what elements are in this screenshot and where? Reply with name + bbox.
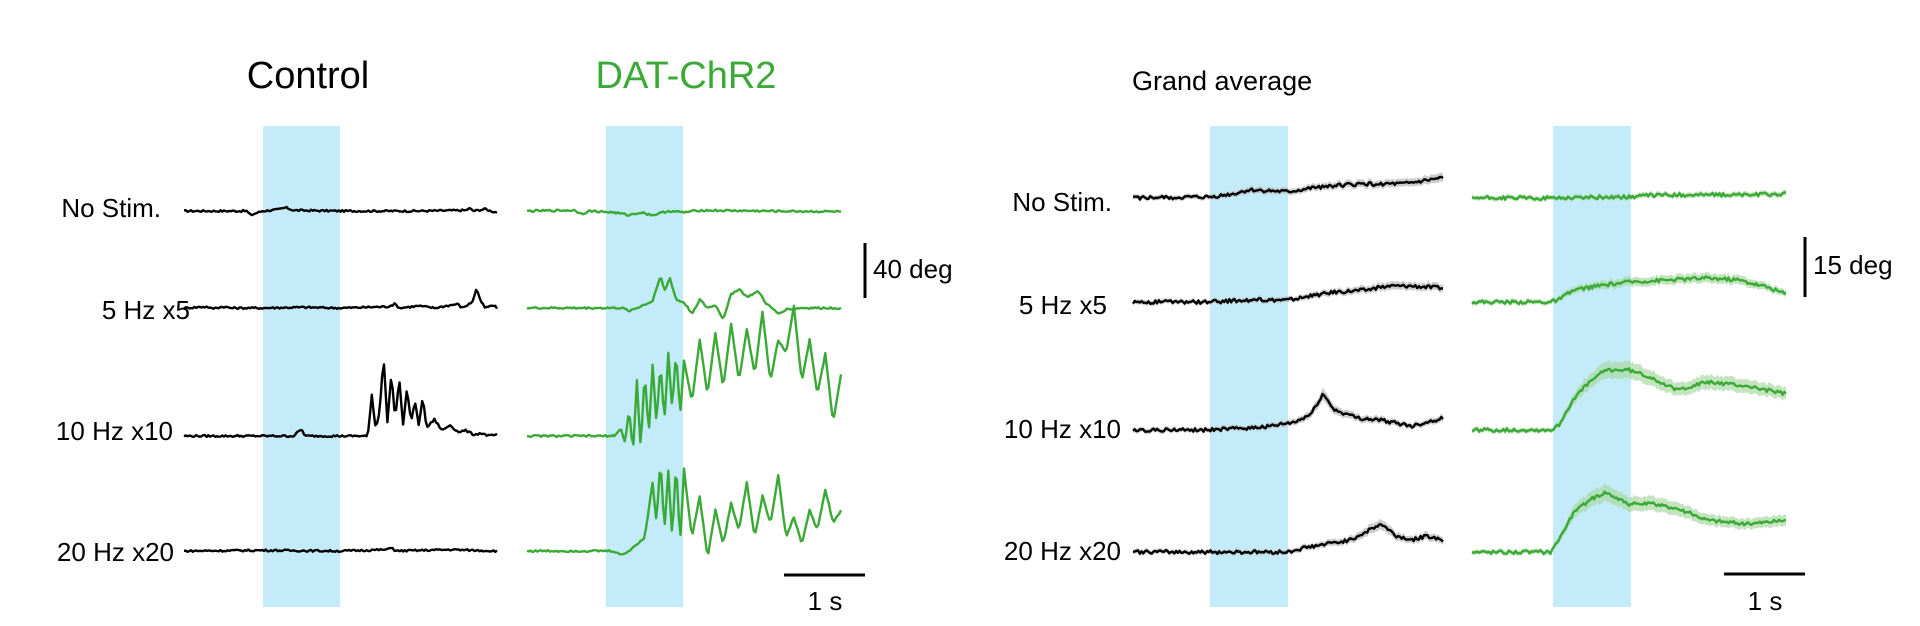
- error-band-right-5: [1472, 271, 1786, 307]
- panel-b-scalebars: 15 deg 1 s: [1724, 237, 1893, 616]
- trace-right-control-0: [1132, 175, 1444, 201]
- trace-right-control-1: [1131, 283, 1444, 305]
- trace-left-control-3: [183, 546, 498, 554]
- error-band-right-7: [1472, 483, 1786, 557]
- trace-left-dat-chr2-5: [526, 277, 842, 320]
- panel-b-row-labels: No Stim. 5 Hz x5 10 Hz x10 20 Hz x20: [1004, 187, 1121, 566]
- trace-right-dat-chr2-6: [1471, 367, 1787, 433]
- row-label-5hz: 5 Hz x5: [102, 295, 190, 325]
- trace-left-control-0: [183, 205, 498, 217]
- row-label-b-10hz: 10 Hz x10: [1004, 414, 1121, 444]
- scalebar-a-y-label: 40 deg: [873, 254, 953, 284]
- trace-left-control-2: [183, 363, 498, 439]
- trace-right-control-2: [1132, 392, 1444, 433]
- stim-window-right-0: [1210, 126, 1288, 607]
- panel-a-row-labels: No Stim. 5 Hz x5 10 Hz x10 20 Hz x20: [56, 193, 190, 567]
- row-label-b-no-stim: No Stim.: [1012, 187, 1112, 217]
- trace-left-dat-chr2-6: [526, 304, 843, 446]
- error-band-right-0: [1133, 172, 1443, 203]
- error-band-right-1: [1133, 280, 1443, 307]
- row-label-b-20hz: 20 Hz x20: [1004, 536, 1121, 566]
- header-control: Control: [247, 55, 370, 97]
- row-label-b-5hz: 5 Hz x5: [1019, 290, 1107, 320]
- trace-right-dat-chr2-7: [1471, 490, 1787, 555]
- scalebar-a-x-label: 1 s: [808, 586, 843, 616]
- stim-window-left-0: [263, 126, 340, 607]
- trace-right-dat-chr2-4: [1471, 191, 1786, 201]
- trace-right-control-3: [1132, 523, 1444, 555]
- scalebar-b-y-label: 15 deg: [1813, 250, 1893, 280]
- trace-left-dat-chr2-4: [526, 208, 842, 217]
- row-label-20hz: 20 Hz x20: [57, 537, 174, 567]
- error-band-right-3: [1133, 519, 1443, 557]
- row-label-10hz: 10 Hz x10: [56, 416, 173, 446]
- trace-right-dat-chr2-5: [1471, 275, 1787, 305]
- scalebar-b-x-label: 1 s: [1748, 586, 1783, 616]
- traces: [183, 172, 1787, 557]
- title-grand-average: Grand average: [1132, 66, 1312, 96]
- panel-a-scalebars: 40 deg 1 s: [784, 243, 953, 616]
- header-dat-chr2: DAT-ChR2: [596, 55, 777, 97]
- trace-left-dat-chr2-7: [526, 467, 843, 556]
- error-band-right-6: [1472, 359, 1786, 435]
- trace-left-control-1: [183, 288, 499, 311]
- row-label-no-stim: No Stim.: [61, 193, 161, 223]
